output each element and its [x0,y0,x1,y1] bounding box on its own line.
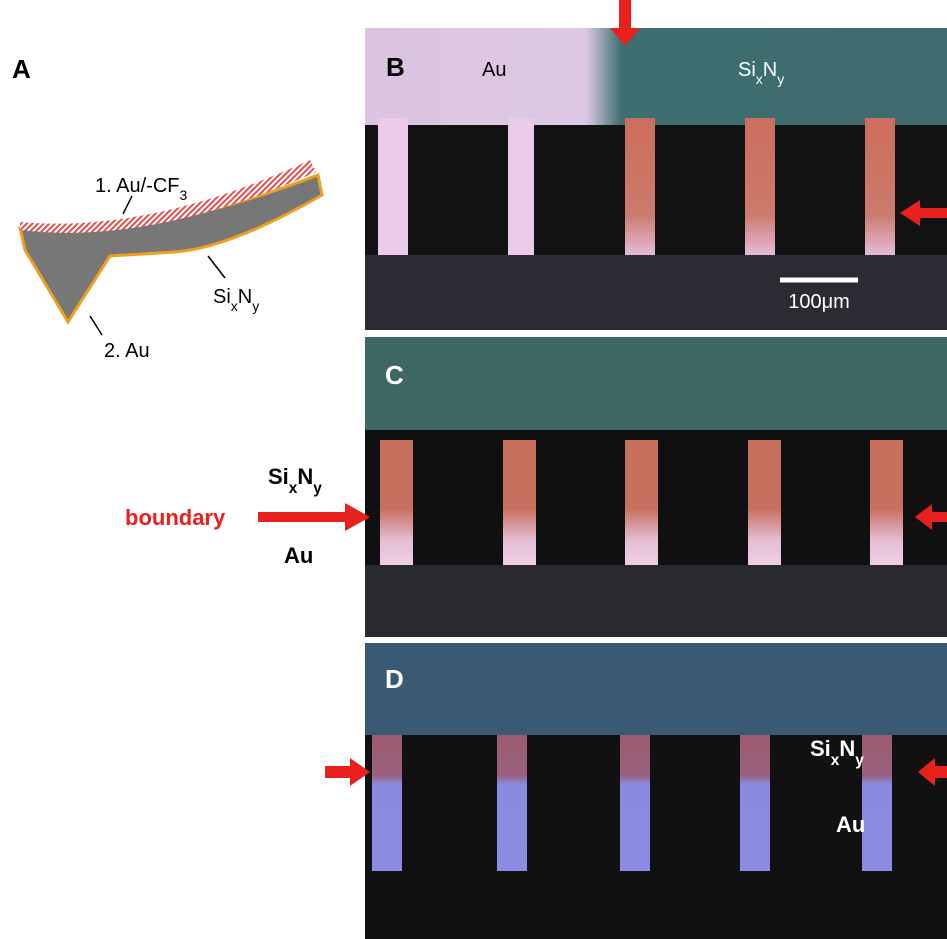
text-part: Si [213,286,231,308]
figure: A 1. Au/-CF3 SixNy 2. Au B Au SixNy 100μ… [0,0,947,939]
cantilever [620,735,650,871]
text-part: Si [738,59,756,81]
substrate-label: SixNy [213,286,259,314]
scale-label: 100μm [788,291,850,313]
cantilever [745,118,775,255]
gap [365,125,947,255]
panel-label: B [386,52,405,82]
arrow [258,503,370,531]
arrow [325,758,370,786]
layer-label: 1. Au/-CF3 [95,175,187,203]
pointer [208,256,225,278]
panel-b: B Au SixNy 100μm [365,28,947,330]
subscript: x [756,71,763,87]
region-label: Au [284,543,313,568]
text-part: N [839,736,855,761]
subscript: 3 [179,187,187,203]
cantilever [503,440,536,565]
cantilever [508,118,534,255]
subscript: y [855,752,864,769]
chip [365,337,947,430]
subscript: y [777,71,784,87]
cantilever [625,118,655,255]
chip [365,643,947,735]
region-label: Au [482,59,506,81]
panel-label: A [12,54,31,84]
cantilever [497,735,527,871]
cantilever-schematic [20,175,322,322]
cantilever [740,735,770,871]
cantilever [625,440,658,565]
pointer [90,316,102,335]
subscript: x [231,298,238,314]
region-label: Au [836,812,865,837]
text-part: N [297,464,313,489]
cantilever [378,118,408,255]
chip [365,28,947,125]
region-label: SixNy [268,464,322,497]
cantilever [380,440,413,565]
text-part: N [763,59,777,81]
layer-label: 2. Au [104,340,150,362]
text-part: 1. Au/-CF [95,175,179,197]
text-part: Si [810,736,831,761]
panel-c: C [365,337,947,637]
panel-label: C [385,360,404,390]
cantilever [865,118,895,255]
subscript: y [313,480,322,497]
pointer [123,196,132,214]
text-part: Si [268,464,289,489]
panel-d: D SixNy Au [365,643,947,939]
cantilever [748,440,781,565]
cantilever [372,735,402,871]
panel-label: D [385,664,404,694]
cantilever [870,440,903,565]
boundary-label: boundary [125,505,226,530]
cantilever [862,735,892,871]
subscript: y [252,298,259,314]
text-part: N [238,286,252,308]
